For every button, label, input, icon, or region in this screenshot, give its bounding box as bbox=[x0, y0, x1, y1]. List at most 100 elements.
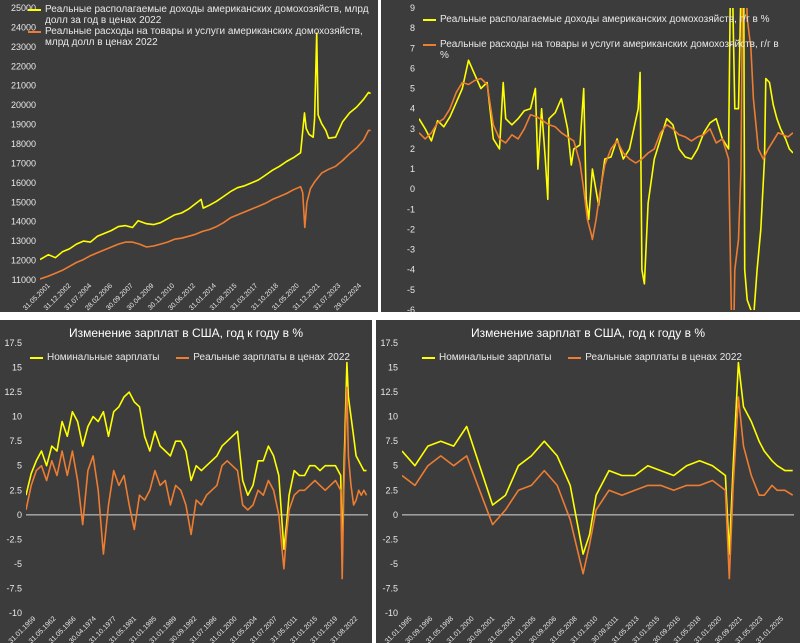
legend-label: Реальные расходы на товары и услуги амер… bbox=[440, 39, 779, 61]
chart-title: Изменение зарплат в США, год к году в % bbox=[470, 326, 705, 340]
y-tick-label: -10 bbox=[385, 608, 398, 618]
legend-item-real-disposable-income-yoy: Реальные располагаемые доходы американск… bbox=[423, 14, 783, 25]
chart-svg-wages-since-1995: -10-7.5-5-2.502.557.51012.51517.531.01.1… bbox=[380, 338, 794, 643]
y-tick-label: 20000 bbox=[11, 100, 36, 110]
y-tick-label: -4 bbox=[407, 265, 415, 275]
y-tick-label: 21000 bbox=[11, 81, 36, 91]
legend-label: Номинальные зарплаты bbox=[47, 352, 160, 363]
legend-item-real-spending: Реальные расходы на товары и услуги амер… bbox=[28, 26, 373, 48]
series-line-orange bbox=[402, 396, 794, 580]
chart-legend: Реальные располагаемые доходы американск… bbox=[28, 4, 373, 48]
y-tick-label: 4 bbox=[410, 104, 415, 114]
y-tick-label: 5 bbox=[17, 461, 22, 471]
chart-panel-income-spending-level: 11000 12000 13000 14000 15000 16000 17000 18000… bbox=[0, 0, 378, 312]
y-tick-label: -7.5 bbox=[382, 583, 398, 593]
series-line-yellow bbox=[26, 361, 367, 555]
chart-panel-income-spending-yoy: -6-5-4-3-2-1012345678931.01.199531.01.19… bbox=[381, 0, 800, 312]
y-tick-label: 15 bbox=[12, 363, 22, 373]
y-tick-label: 17.5 bbox=[380, 338, 398, 348]
y-tick-label: -3 bbox=[407, 245, 415, 255]
series-line-yellow bbox=[402, 361, 793, 555]
y-tick-label: 17.5 bbox=[4, 338, 22, 348]
legend-item-real-wages: Реальные зарплаты в ценах 2022 bbox=[176, 352, 350, 363]
series-line-yellow bbox=[40, 32, 371, 261]
chart-svg-wages-since-1959: -10-7.5-5-2.502.557.51012.51517.531.01.1… bbox=[4, 338, 368, 643]
legend-swatch-yellow bbox=[423, 19, 436, 21]
y-tick-label: -5 bbox=[390, 559, 398, 569]
y-tick-label: 25000 bbox=[11, 3, 36, 13]
legend-item-nominal-wages: Номинальные зарплаты bbox=[30, 352, 160, 363]
legend-swatch-yellow bbox=[28, 9, 41, 11]
y-tick-label: 16000 bbox=[11, 178, 36, 188]
y-tick-label: 2.5 bbox=[385, 485, 398, 495]
series-line-orange bbox=[419, 8, 793, 310]
y-tick-label: 7.5 bbox=[385, 436, 398, 446]
y-tick-label: 10 bbox=[388, 412, 398, 422]
chart-legend: Номинальные зарплаты Реальные зарплаты в… bbox=[30, 351, 364, 363]
y-tick-label: 2 bbox=[410, 144, 415, 154]
y-tick-label: 10 bbox=[12, 412, 22, 422]
legend-item-real-wages: Реальные зарплаты в ценах 2022 bbox=[568, 352, 742, 363]
y-tick-label: -2 bbox=[407, 224, 415, 234]
y-tick-label: 11000 bbox=[12, 275, 36, 285]
y-tick-label: -5 bbox=[14, 559, 22, 569]
legend-label: Реальные располагаемые доходы американск… bbox=[45, 4, 369, 26]
legend-label: Реальные расходы на товары и услуги амер… bbox=[45, 26, 363, 48]
series-line-orange bbox=[26, 386, 368, 580]
legend-label: Номинальные зарплаты bbox=[439, 352, 552, 363]
y-tick-label: 14000 bbox=[11, 217, 36, 227]
y-tick-label: -5 bbox=[407, 285, 415, 295]
y-tick-label: 5 bbox=[410, 84, 415, 94]
y-tick-label: 15 bbox=[388, 363, 398, 373]
y-tick-label: -7.5 bbox=[6, 583, 22, 593]
y-tick-label: 2.5 bbox=[9, 485, 22, 495]
y-tick-label: 17000 bbox=[11, 158, 36, 168]
chart-svg-income-spending-yoy: -6-5-4-3-2-1012345678931.01.199531.01.19… bbox=[407, 3, 793, 312]
y-tick-label: 0 bbox=[410, 184, 415, 194]
legend-swatch-yellow bbox=[30, 357, 43, 359]
y-tick-label: 13000 bbox=[11, 236, 36, 246]
y-tick-label: 5 bbox=[393, 461, 398, 471]
chart-legend: Номинальные зарплаты Реальные зарплаты в… bbox=[422, 351, 756, 363]
series-line-orange bbox=[40, 129, 371, 280]
legend-swatch-orange bbox=[423, 44, 436, 46]
y-tick-label: 7 bbox=[410, 43, 415, 53]
y-tick-label: -1 bbox=[407, 204, 415, 214]
chart-legend: Реальные располагаемые доходы американск… bbox=[423, 14, 783, 61]
legend-swatch-orange bbox=[28, 31, 41, 33]
y-tick-label: 1 bbox=[410, 164, 415, 174]
legend-swatch-orange bbox=[568, 357, 582, 359]
y-tick-label: 3 bbox=[410, 124, 415, 134]
legend-swatch-orange bbox=[176, 357, 190, 359]
y-tick-label: 22000 bbox=[11, 61, 36, 71]
y-tick-label: 9 bbox=[410, 3, 415, 13]
legend-label: Реальные располагаемые доходы американск… bbox=[440, 14, 770, 25]
legend-item-real-disposable-income: Реальные располагаемые доходы американск… bbox=[28, 4, 373, 26]
legend-swatch-yellow bbox=[422, 357, 435, 359]
legend-item-real-spending-yoy: Реальные расходы на товары и услуги амер… bbox=[423, 39, 783, 61]
y-tick-label: 15000 bbox=[11, 197, 36, 207]
y-tick-label: 6 bbox=[410, 63, 415, 73]
chart-panel-wages-since-1959: -10 -7.5 -5 -2.5 0 2.5 5 7.5 10 12.5 15 17.5 31.01.1… bbox=[0, 320, 372, 643]
y-tick-label: 18000 bbox=[11, 139, 36, 149]
y-tick-label: 12000 bbox=[11, 256, 36, 266]
y-tick-label: 0 bbox=[393, 510, 398, 520]
y-tick-label: -2.5 bbox=[6, 534, 22, 544]
legend-label: Реальные зарплаты в ценах 2022 bbox=[585, 352, 742, 363]
y-tick-label: -10 bbox=[9, 608, 22, 618]
y-tick-label: 8 bbox=[410, 23, 415, 33]
y-tick-label: -2.5 bbox=[382, 534, 398, 544]
chart-svg-income-spending-level: 11000 12000 13000 14000 15000 16000 17000 18000… bbox=[11, 3, 371, 312]
y-tick-label: 12.5 bbox=[380, 387, 398, 397]
chart-panel-wages-since-1995: -10 -7.5 -5 -2.5 0 2.5 5 7.5 10 12.5 15 17.5 31.01.1… bbox=[376, 320, 800, 643]
y-tick-label: 12.5 bbox=[4, 387, 22, 397]
series-line-yellow bbox=[419, 8, 793, 310]
legend-label: Реальные зарплаты в ценах 2022 bbox=[193, 352, 350, 363]
y-tick-label: 0 bbox=[17, 510, 22, 520]
y-tick-label: 24000 bbox=[11, 22, 36, 32]
y-tick-label: 23000 bbox=[11, 42, 36, 52]
y-tick-label: 19000 bbox=[11, 120, 36, 130]
y-tick-label: 7.5 bbox=[9, 436, 22, 446]
legend-item-nominal-wages: Номинальные зарплаты bbox=[422, 352, 552, 363]
y-tick-label: -6 bbox=[407, 305, 415, 312]
